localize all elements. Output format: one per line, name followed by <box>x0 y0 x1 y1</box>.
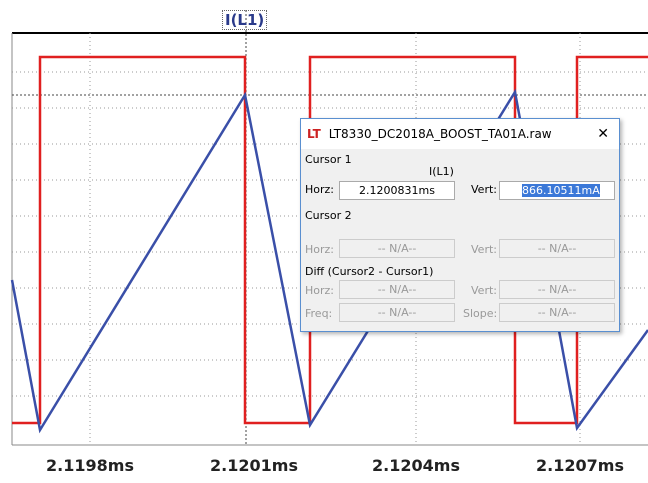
field-label: Horz: <box>305 243 335 256</box>
title-bar: LT LT8330_DC2018A_BOOST_TA01A.raw ✕ <box>301 119 619 149</box>
field-label: Vert: <box>471 284 497 297</box>
vert-field: -- N/A-- <box>499 239 615 258</box>
vert-field: -- N/A-- <box>499 280 615 299</box>
x-tick-label: 2.1204ms <box>372 456 460 475</box>
freq-field: -- N/A-- <box>339 303 455 322</box>
vert-value: 866.10511mA <box>522 184 600 197</box>
section-heading: Cursor 2 <box>305 209 352 222</box>
close-button[interactable]: ✕ <box>597 126 609 142</box>
field-label: Horz: <box>305 183 335 196</box>
field-label: Vert: <box>471 183 497 196</box>
trace-label[interactable]: I(L1) <box>222 10 268 30</box>
x-tick-label: 2.1201ms <box>210 456 298 475</box>
horz-field[interactable]: 2.1200831ms <box>339 181 455 200</box>
vert-field[interactable]: 866.10511mA <box>499 181 615 200</box>
slope-field: -- N/A-- <box>499 303 615 322</box>
section-heading: Cursor 1 <box>305 153 352 166</box>
field-label: Horz: <box>305 284 335 297</box>
x-tick-label: 2.1207ms <box>536 456 624 475</box>
field-label: Slope: <box>463 307 498 320</box>
field-label: Vert: <box>471 243 497 256</box>
field-label: Freq: <box>305 307 333 320</box>
section-heading: Diff (Cursor2 - Cursor1) <box>305 265 434 278</box>
horz-field: -- N/A-- <box>339 239 455 258</box>
cursor-dialog: LT LT8330_DC2018A_BOOST_TA01A.raw ✕ Curs… <box>300 118 620 332</box>
dialog-title: LT8330_DC2018A_BOOST_TA01A.raw <box>328 127 552 141</box>
horz-field: -- N/A-- <box>339 280 455 299</box>
cursor-trace: I(L1) <box>429 165 454 178</box>
x-tick-label: 2.1198ms <box>46 456 134 475</box>
